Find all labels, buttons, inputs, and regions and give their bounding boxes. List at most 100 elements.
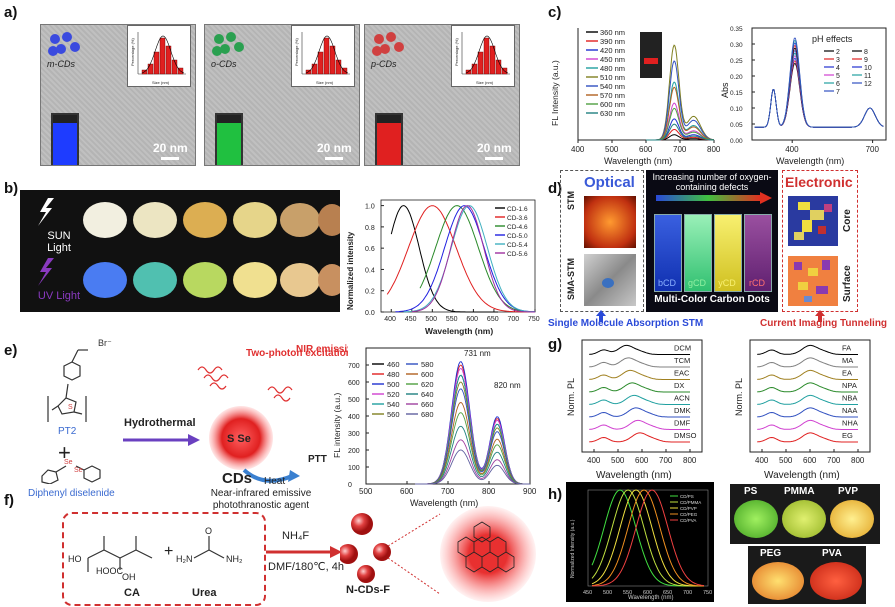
core-label: Core: [842, 209, 853, 232]
panel-h-chart: 450 500 550 600 650 700 750CD/PSCD/PMMACD/PVPC…: [566, 482, 714, 602]
legend-label: 560: [387, 410, 400, 419]
electronic-title: Electronic: [785, 174, 853, 190]
x-tick-label: 500: [779, 456, 793, 465]
inset-ylabel: Percentage (%): [294, 38, 299, 66]
y-axis-label: FL Intensity (a.u.): [550, 60, 560, 126]
solvent-label: TCM: [674, 356, 690, 365]
solvent-series-EG: [757, 432, 858, 443]
x-tick-label: 500: [425, 316, 437, 323]
powder-3: [183, 202, 227, 238]
legend-label: 450 nm: [600, 55, 625, 64]
histogram-bar: [495, 59, 502, 75]
series-CD-3.6: [386, 205, 535, 313]
cd-cluster-icon: [48, 32, 80, 56]
surface-map: [788, 256, 838, 306]
legend-label: CD-1.6: [507, 206, 528, 213]
solvent-series-NAA: [757, 407, 858, 418]
ca-structure: [87, 536, 153, 572]
svg-text:S: S: [68, 404, 73, 411]
histogram-bar: [477, 51, 484, 75]
hydrothermal-arrow-head: [188, 434, 200, 446]
molecule-blob: [602, 278, 614, 288]
legend-label: CD/PS: [680, 494, 694, 499]
solvent-series-DCM: [589, 344, 690, 355]
x-tick-label: 900: [523, 487, 537, 496]
solvent-label: EAC: [674, 369, 690, 378]
svg-text:O: O: [205, 526, 212, 536]
x-tick-label: 700: [866, 145, 880, 154]
y-tick-label: 0.20: [730, 74, 743, 81]
x-tick-label: 600: [639, 145, 653, 154]
vial-m-CDs: [51, 113, 79, 165]
ph-legend-label: 9: [864, 57, 868, 64]
legend-label: 390 nm: [600, 37, 625, 46]
y-tick-label: 0.00: [730, 138, 743, 145]
tem-name-label: m-CDs: [47, 59, 75, 69]
x-axis-label: Wavelength (nm): [628, 595, 673, 601]
x-tick-label: 650: [487, 316, 499, 323]
surface-label: Surface: [842, 265, 853, 302]
histogram-fit: [305, 35, 349, 74]
x-tick-label: 400: [384, 316, 396, 323]
vial-gcd-label: gCD: [687, 278, 706, 288]
svg-text:OH: OH: [122, 572, 136, 582]
y-tick-label: 0.0: [365, 310, 375, 317]
stm-image: [584, 196, 636, 248]
x-tick-label: 600: [466, 316, 478, 323]
series-CD-5.4: [403, 205, 536, 313]
nir-wave-icon: [267, 386, 293, 402]
series-CD-5.0: [395, 205, 535, 313]
uv-powder-2: [133, 262, 177, 298]
solvent-label: EG: [842, 431, 853, 440]
defects-header: Increasing number of oxygen-containing d…: [652, 172, 772, 192]
x-tick-label: 600: [643, 590, 652, 596]
legend-label: 540: [387, 400, 400, 409]
excitation-series: [415, 449, 530, 485]
x-tick-label: 800: [683, 456, 697, 465]
solvent-series-DX: [589, 382, 690, 393]
powder-4: [233, 202, 277, 238]
histogram-bar: [471, 63, 478, 75]
powder-5: [280, 203, 320, 237]
solvent-label: ACN: [674, 394, 690, 403]
cd-cluster-icon: [372, 32, 404, 56]
x-tick-label: 400: [571, 145, 585, 154]
uv-powder-3: [183, 262, 227, 298]
x-axis-label: Wavelength (nm): [604, 156, 672, 166]
ph-legend-label: 3: [836, 57, 840, 64]
solvent-label: NPA: [842, 381, 857, 390]
inset-ylabel: Percentage (%): [130, 38, 135, 66]
cit-caption: Current Imaging Tunneling: [760, 318, 888, 329]
legend-label: 620: [421, 380, 434, 389]
powder-photo-svg: [38, 198, 346, 298]
panel-d-label: d): [548, 180, 563, 197]
y-tick-label: 400: [348, 414, 360, 421]
agent-label: Near-infrared emissive photothranostic a…: [210, 488, 312, 511]
solvent-series-NPA: [757, 382, 858, 393]
vial-ycd: [714, 214, 742, 292]
panel-b-photo: SUN Light UV Light: [20, 190, 346, 312]
x-tick-label: 500: [359, 487, 373, 496]
ph-legend-label: 6: [836, 81, 840, 88]
powder-6: [318, 204, 346, 236]
legend-label: 640: [421, 390, 434, 399]
heat-arrow-head: [288, 470, 300, 482]
solvent-label: NBA: [842, 394, 857, 403]
legend-label: 600: [421, 370, 434, 379]
size-histogram-inset: Size (nm) Percentage (%): [451, 25, 515, 87]
x-tick-label: 650: [663, 590, 672, 596]
legend-label: CD/PVP: [680, 506, 697, 511]
vial-rcd: [744, 214, 772, 292]
f-reaction-arrow: [266, 546, 342, 558]
tem-image-m-CDs: m-CDs Size (nm) Percentage (%) 20 nm: [40, 24, 196, 166]
y-tick-label: 300: [348, 431, 360, 438]
solvent-label: DX: [674, 381, 684, 390]
vial-bcd-label: bCD: [657, 278, 676, 288]
sun-lightning-icon: [38, 198, 54, 226]
vial-bcd: [654, 214, 682, 292]
s-se-label: S Se: [227, 433, 251, 445]
x-axis-label: Wavelength (nm): [596, 470, 672, 481]
tem-name-label: p-CDs: [371, 59, 397, 69]
film-ps-label: PS: [744, 486, 758, 497]
solvent-series-DMK: [589, 407, 690, 418]
